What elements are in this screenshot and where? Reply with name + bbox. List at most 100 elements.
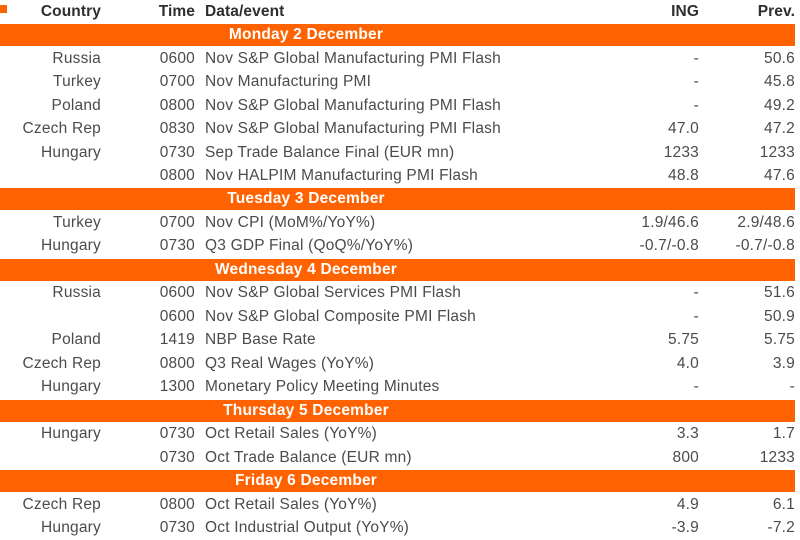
event-ing-forecast: 800 [672, 448, 699, 466]
day-banner-title: Tuesday 3 December [227, 190, 385, 208]
event-ing-forecast: 5.75 [668, 331, 699, 349]
event-row: Turkey 0700 Nov Manufacturing PMI - 45.8 [0, 70, 800, 93]
table-body: Monday 2 December Russia 0600 Nov S&P Gl… [0, 23, 800, 539]
event-country: Hungary [41, 237, 101, 255]
event-row: Hungary 0730 Q3 GDP Final (QoQ%/YoY%) -0… [0, 235, 800, 258]
event-ing-forecast: 3.3 [676, 425, 699, 443]
event-country: Poland [51, 331, 101, 349]
event-row: 0730 Oct Trade Balance (EUR mn) 800 1233 [0, 446, 800, 469]
event-time: 1419 [159, 331, 195, 349]
event-ing-forecast: - [693, 284, 699, 302]
event-time: 0730 [159, 519, 195, 537]
event-time: 0800 [159, 495, 195, 513]
event-row: Russia 0600 Nov S&P Global Services PMI … [0, 282, 800, 305]
day-banner: Monday 2 December [0, 24, 795, 47]
event-previous: 50.9 [764, 307, 795, 325]
brand-mark-fragment [0, 5, 7, 13]
event-time: 0730 [159, 448, 195, 466]
event-ing-forecast: - [693, 96, 699, 114]
event-name: NBP Base Rate [205, 331, 316, 349]
event-ing-forecast: 4.0 [676, 354, 699, 372]
event-previous: 47.2 [764, 120, 795, 138]
event-name: Q3 GDP Final (QoQ%/YoY%) [205, 237, 414, 255]
event-row: Czech Rep 0800 Oct Retail Sales (YoY%) 4… [0, 493, 800, 516]
event-time: 1300 [159, 378, 195, 396]
event-row: Poland 1419 NBP Base Rate 5.75 5.75 [0, 329, 800, 352]
day-banner: Tuesday 3 December [0, 188, 795, 211]
event-row: Poland 0800 Nov S&P Global Manufacturing… [0, 94, 800, 117]
header-event: Data/event [205, 2, 285, 20]
event-name: Nov Manufacturing PMI [205, 73, 372, 91]
header-country: Country [40, 2, 101, 20]
event-time: 0800 [159, 167, 195, 185]
event-country: Hungary [41, 519, 101, 537]
day-banner-row: Tuesday 3 December [0, 188, 800, 211]
event-name: Sep Trade Balance Final (EUR mn) [205, 143, 455, 161]
event-time: 0600 [159, 307, 195, 325]
event-ing-forecast: -3.9 [671, 519, 699, 537]
day-banner: Friday 6 December [0, 470, 795, 493]
event-name: Nov S&P Global Manufacturing PMI Flash [205, 120, 501, 138]
day-banner-row: Monday 2 December [0, 23, 800, 47]
event-ing-forecast: - [693, 49, 699, 67]
event-previous: - [789, 378, 795, 396]
day-banner-row: Thursday 5 December [0, 399, 800, 422]
day-banner-title: Wednesday 4 December [214, 260, 398, 278]
event-time: 0830 [159, 120, 195, 138]
event-time: 0700 [159, 73, 195, 91]
event-previous: 51.6 [764, 284, 795, 302]
event-previous: -0.7/-0.8 [735, 237, 795, 255]
event-previous: 47.6 [764, 167, 795, 185]
event-country: Hungary [41, 143, 101, 161]
event-time: 0730 [159, 425, 195, 443]
event-ing-forecast: 48.8 [668, 167, 699, 185]
event-name: Oct Retail Sales (YoY%) [205, 495, 378, 513]
event-row: 0800 Nov HALPIM Manufacturing PMI Flash … [0, 164, 800, 187]
event-country: Russia [52, 284, 101, 302]
header-prev: Prev. [757, 2, 795, 20]
event-country: Hungary [41, 378, 101, 396]
event-ing-forecast: 47.0 [668, 120, 699, 138]
event-country: Czech Rep [22, 354, 101, 372]
header-time: Time [158, 2, 195, 20]
day-banner-title: Thursday 5 December [223, 401, 389, 419]
event-name: Monetary Policy Meeting Minutes [205, 378, 440, 396]
event-country: Turkey [53, 213, 101, 231]
event-country: Poland [51, 96, 101, 114]
day-banner: Thursday 5 December [0, 399, 795, 422]
event-ing-forecast: -0.7/-0.8 [639, 237, 699, 255]
event-time: 0730 [159, 237, 195, 255]
event-previous: 45.8 [764, 73, 795, 91]
event-name: Oct Trade Balance (EUR mn) [205, 448, 412, 466]
event-row: Hungary 1300 Monetary Policy Meeting Min… [0, 376, 800, 399]
event-name: Nov S&P Global Composite PMI Flash [205, 307, 476, 325]
event-name: Nov CPI (MoM%/YoY%) [205, 213, 376, 231]
event-time: 0800 [159, 354, 195, 372]
event-ing-forecast: 1.9/46.6 [641, 213, 699, 231]
event-row: 0600 Nov S&P Global Composite PMI Flash … [0, 305, 800, 328]
event-country: Hungary [41, 425, 101, 443]
event-previous: 5.75 [764, 331, 795, 349]
day-banner: Wednesday 4 December [0, 258, 795, 281]
day-banner-row: Wednesday 4 December [0, 258, 800, 281]
event-ing-forecast: - [693, 378, 699, 396]
event-row: Hungary 0730 Oct Industrial Output (YoY%… [0, 516, 800, 539]
event-row: Czech Rep 0800 Q3 Real Wages (YoY%) 4.0 … [0, 352, 800, 375]
event-time: 0800 [159, 96, 195, 114]
event-time: 0600 [159, 284, 195, 302]
event-country: Czech Rep [22, 495, 101, 513]
event-time: 0700 [159, 213, 195, 231]
event-previous: 3.9 [772, 354, 795, 372]
event-previous: -7.2 [767, 519, 795, 537]
event-row: Russia 0600 Nov S&P Global Manufacturing… [0, 47, 800, 70]
event-previous: 6.1 [772, 495, 795, 513]
day-banner-title: Monday 2 December [228, 26, 384, 44]
event-row: Czech Rep 0830 Nov S&P Global Manufactur… [0, 117, 800, 140]
event-name: Oct Industrial Output (YoY%) [205, 519, 410, 537]
event-previous: 2.9/48.6 [737, 213, 795, 231]
event-previous: 1233 [759, 143, 795, 161]
event-country: Russia [52, 49, 101, 67]
event-previous: 49.2 [764, 96, 795, 114]
event-row: Hungary 0730 Oct Retail Sales (YoY%) 3.3… [0, 422, 800, 445]
event-name: Q3 Real Wages (YoY%) [205, 354, 375, 372]
